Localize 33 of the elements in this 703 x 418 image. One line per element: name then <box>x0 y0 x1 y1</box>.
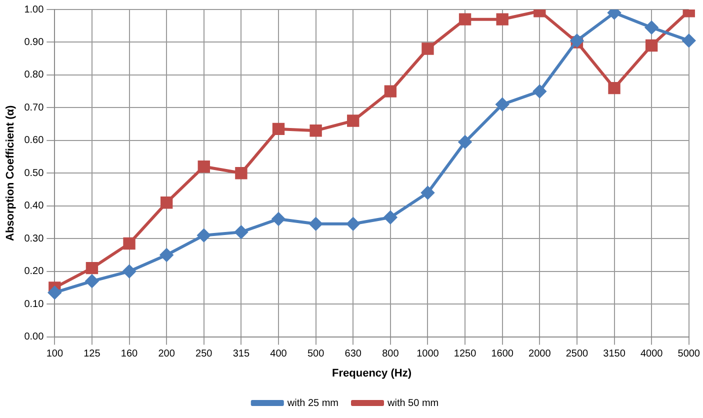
x-tick-label: 315 <box>232 348 250 360</box>
x-tick-label: 5000 <box>678 348 700 360</box>
x-tick-label: 4000 <box>640 348 664 360</box>
x-tick-label: 3150 <box>603 348 626 360</box>
y-tick-label: 0.60 <box>24 135 44 146</box>
x-axis-title: Frequency (Hz) <box>332 367 412 380</box>
y-tick-label: 0.30 <box>24 233 44 244</box>
x-tick-label: 250 <box>196 348 213 360</box>
y-tick-label: 0.70 <box>24 102 44 114</box>
x-tick-label: 100 <box>46 348 64 360</box>
x-tick-label: 200 <box>158 348 176 360</box>
y-tick-label: 0.40 <box>24 200 44 212</box>
y-tick-label: 0.10 <box>24 298 44 310</box>
x-tick-label: 2500 <box>566 348 589 360</box>
y-tick-label: 0.90 <box>24 36 44 48</box>
x-tick-label: 1250 <box>454 348 477 360</box>
y-tick-label: 0.50 <box>24 168 44 179</box>
x-tick-label: 800 <box>382 348 400 360</box>
y-tick-label: 0.80 <box>24 70 44 81</box>
x-tick-label: 160 <box>120 348 138 360</box>
x-tick-label: 500 <box>307 348 325 360</box>
x-tick-label: 2000 <box>528 348 552 360</box>
x-tick-label: 1000 <box>416 348 440 360</box>
legend-label: with 25 mm <box>286 398 338 409</box>
x-tick-label: 1600 <box>491 348 514 360</box>
y-tick-label: 0.20 <box>24 266 44 278</box>
x-tick-label: 630 <box>344 348 362 360</box>
y-tick-label: 0.00 <box>24 332 44 343</box>
x-tick-label: 125 <box>84 348 101 360</box>
x-tick-label: 400 <box>270 348 288 360</box>
legend-label: with 50 mm <box>386 398 439 409</box>
y-tick-label: 1.00 <box>24 4 44 16</box>
y-axis-title: Absorption Coefficient (α) <box>4 104 17 241</box>
